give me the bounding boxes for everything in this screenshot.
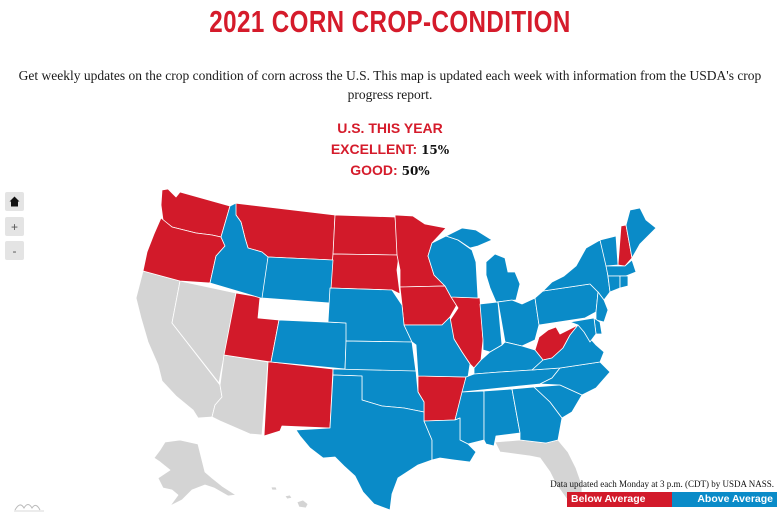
zoom-in-button[interactable]: + — [5, 217, 24, 236]
state-OH[interactable] — [497, 297, 540, 347]
state-ME[interactable] — [625, 207, 657, 259]
state-NJ[interactable] — [595, 291, 609, 323]
logo-icon — [14, 504, 44, 512]
state-HI[interactable] — [270, 486, 309, 509]
excellent-value: 15% — [421, 142, 450, 157]
state-RI[interactable] — [619, 275, 629, 289]
data-update-note: Data updated each Monday at 3 p.m. (CDT)… — [550, 479, 774, 489]
excellent-label: EXCELLENT: — [330, 140, 418, 157]
legend-above-average: Above Average — [672, 492, 777, 507]
state-MI[interactable] — [445, 227, 521, 303]
state-IN[interactable] — [479, 301, 503, 353]
state-AZ[interactable] — [211, 354, 269, 436]
summary-heading: U.S. THIS YEAR — [337, 120, 443, 136]
state-AK[interactable] — [153, 439, 237, 507]
legend: Below Average Above Average — [567, 492, 777, 507]
state-CO[interactable] — [270, 319, 348, 370]
page-subtitle: Get weekly updates on the crop condition… — [18, 68, 762, 102]
state-NM[interactable] — [263, 361, 334, 437]
state-NH[interactable] — [617, 224, 633, 267]
state-CT[interactable] — [607, 275, 621, 293]
state-ID[interactable] — [209, 202, 269, 300]
page-title: 2021 CORN CROP-CONDITION — [209, 4, 571, 39]
legend-below-average: Below Average — [567, 492, 672, 507]
summary-excellent: EXCELLENT: 15% — [0, 139, 780, 161]
state-WY[interactable] — [261, 256, 334, 304]
state-ND[interactable] — [332, 214, 400, 256]
state-MO[interactable] — [403, 316, 471, 378]
state-VT[interactable] — [599, 235, 619, 267]
summary-good: GOOD: 50% — [0, 160, 780, 182]
home-button[interactable] — [5, 192, 24, 211]
state-MD[interactable] — [569, 317, 597, 343]
us-summary: U.S. THIS YEAR EXCELLENT: 15% GOOD: 50% — [0, 118, 780, 182]
state-LA[interactable] — [423, 417, 477, 463]
good-label: GOOD: — [350, 162, 398, 178]
home-icon — [9, 196, 20, 207]
state-NC[interactable] — [539, 361, 611, 396]
state-KS[interactable] — [344, 340, 417, 373]
good-value: 50% — [401, 164, 430, 178]
state-TX[interactable] — [295, 374, 433, 511]
zoom-out-button[interactable]: - — [5, 241, 24, 260]
